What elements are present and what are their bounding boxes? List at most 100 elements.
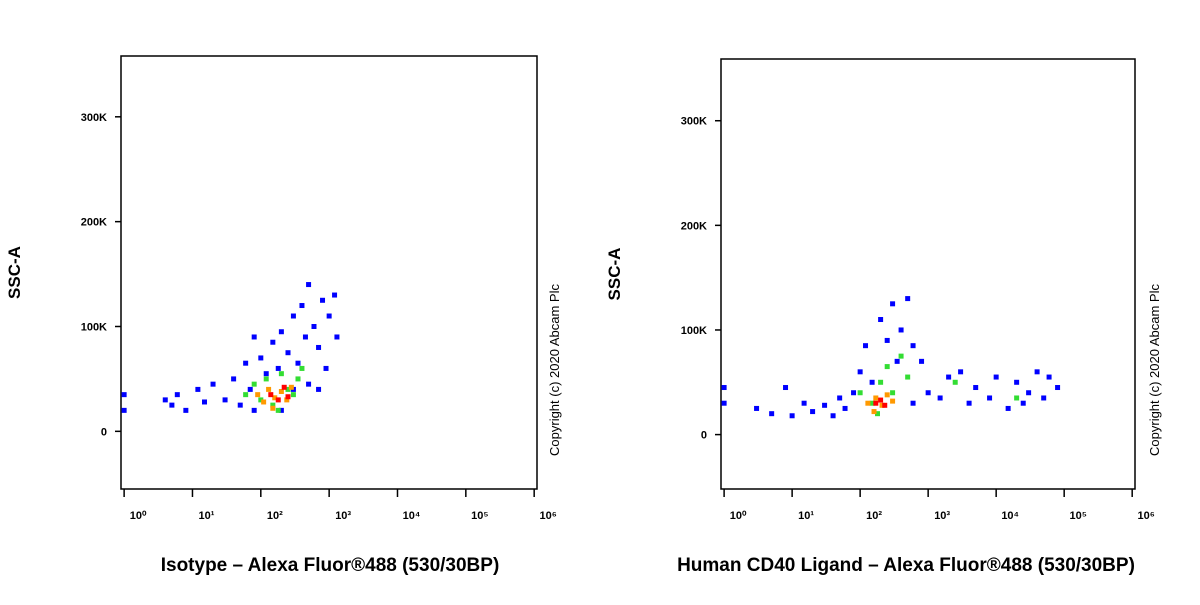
x-tick-label: 10³	[335, 510, 351, 522]
event-dot	[251, 407, 257, 413]
event-dot	[946, 374, 952, 380]
y-tick-label: 200K	[681, 220, 707, 232]
event-dot	[295, 360, 301, 366]
event-dot	[202, 399, 208, 405]
x-tick-label: 10⁰	[730, 510, 747, 522]
event-dot	[1005, 405, 1011, 411]
y-tick-label: 100K	[81, 321, 107, 333]
y-tick-label: 100K	[681, 325, 707, 337]
event-dot	[987, 395, 993, 401]
x-axis-label: Isotype – Alexa Fluor®488 (530/30BP)	[161, 555, 500, 576]
event-dot	[243, 360, 249, 366]
event-dot	[925, 390, 931, 396]
x-tick-label: 10⁰	[130, 510, 147, 522]
event-dot	[231, 376, 237, 382]
event-dot	[326, 313, 332, 319]
event-dot	[299, 365, 305, 371]
event-dot	[266, 386, 272, 392]
event-dot	[905, 374, 911, 380]
event-dot	[910, 400, 916, 406]
event-dot	[278, 371, 284, 377]
event-dot	[874, 411, 880, 417]
event-dot	[222, 397, 228, 403]
event-dot	[890, 398, 896, 404]
x-tick-label: 10⁴	[403, 510, 421, 522]
y-tick-label: 0	[101, 426, 107, 438]
event-dot	[937, 395, 943, 401]
event-dot	[842, 405, 848, 411]
event-dot	[801, 400, 807, 406]
event-dot	[769, 411, 775, 417]
event-dot	[1014, 395, 1020, 401]
copyright: Copyright (c) 2020 Abcam Plc	[547, 284, 562, 456]
event-dot	[275, 365, 281, 371]
event-dot	[247, 386, 253, 392]
event-dot	[1020, 400, 1026, 406]
event-dot	[898, 353, 904, 359]
event-dot	[869, 379, 875, 385]
event-dot	[332, 292, 338, 298]
event-dot	[919, 358, 925, 364]
event-dot	[1046, 374, 1052, 380]
event-dot	[869, 400, 875, 406]
event-dot	[290, 392, 296, 398]
x-tick-label: 10³	[934, 510, 950, 522]
event-dot	[873, 395, 879, 401]
event-dot	[174, 392, 180, 398]
event-dot	[316, 386, 322, 392]
event-dot	[278, 329, 284, 335]
event-dot	[721, 385, 727, 391]
event-dot	[863, 343, 869, 349]
event-dot	[884, 337, 890, 343]
plot-frame	[720, 58, 1136, 490]
event-dot	[1026, 390, 1032, 396]
x-tick-label: 10⁶	[1138, 510, 1155, 522]
event-dot	[288, 384, 294, 390]
y-tick-label: 200K	[81, 217, 107, 229]
event-dot	[890, 390, 896, 396]
y-axis-label: SSC-A	[5, 246, 24, 299]
event-dot	[255, 392, 261, 398]
event-dot	[285, 350, 291, 356]
event-dot	[783, 385, 789, 391]
event-dot	[873, 400, 879, 406]
event-dot	[311, 323, 317, 329]
event-dot	[894, 358, 900, 364]
event-dot	[721, 400, 727, 406]
y-tick-label: 300K	[681, 116, 707, 128]
event-dot	[299, 303, 305, 309]
event-dot	[1055, 385, 1061, 391]
event-dot	[878, 397, 884, 403]
event-dot	[270, 402, 276, 408]
event-dot	[285, 386, 291, 392]
event-dot	[306, 282, 312, 288]
event-dot	[243, 392, 249, 398]
event-dot	[884, 392, 890, 398]
event-dot	[890, 301, 896, 307]
event-dot	[251, 381, 257, 387]
event-dot	[851, 390, 857, 396]
event-dot	[871, 409, 877, 415]
event-dot	[810, 409, 816, 415]
event-dot	[882, 402, 888, 408]
event-dot	[837, 395, 843, 401]
event-dot	[278, 388, 284, 394]
event-dot	[884, 364, 890, 370]
event-dot	[169, 402, 175, 408]
event-dot	[258, 355, 264, 361]
event-dot	[237, 402, 243, 408]
event-dot	[162, 397, 168, 403]
event-dot	[320, 297, 326, 303]
event-dot	[865, 400, 871, 406]
x-tick-label: 10²	[267, 510, 283, 522]
x-tick-label: 10⁵	[471, 510, 488, 522]
event-dot	[879, 402, 885, 408]
event-dot	[1041, 395, 1047, 401]
event-dot	[910, 343, 916, 349]
y-axis-label: SSC-A	[605, 248, 624, 301]
event-dot	[857, 369, 863, 375]
event-dot	[275, 407, 281, 413]
event-dot	[121, 407, 127, 413]
event-dot	[754, 405, 760, 411]
event-dot	[285, 394, 291, 400]
